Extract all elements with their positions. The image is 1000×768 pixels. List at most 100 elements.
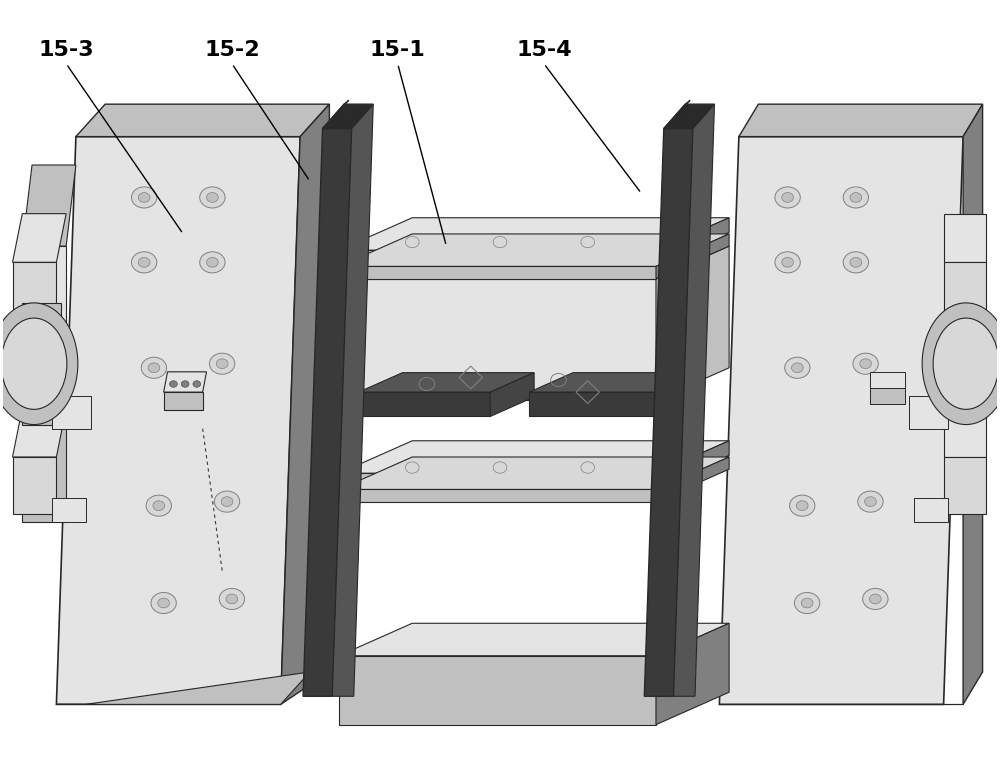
Polygon shape — [339, 441, 729, 473]
Polygon shape — [56, 672, 310, 704]
Circle shape — [207, 193, 218, 202]
Circle shape — [151, 592, 176, 614]
Polygon shape — [870, 388, 905, 404]
Circle shape — [790, 495, 815, 516]
Polygon shape — [164, 392, 203, 410]
Ellipse shape — [1, 318, 67, 409]
Circle shape — [775, 187, 800, 208]
Circle shape — [782, 193, 793, 202]
Circle shape — [207, 257, 218, 267]
Polygon shape — [52, 396, 91, 429]
Polygon shape — [739, 104, 983, 137]
Polygon shape — [914, 498, 948, 522]
Circle shape — [794, 592, 820, 614]
Polygon shape — [22, 246, 66, 409]
Circle shape — [775, 252, 800, 273]
Polygon shape — [281, 104, 329, 704]
Circle shape — [138, 193, 150, 202]
Polygon shape — [529, 372, 700, 392]
Circle shape — [405, 237, 419, 248]
Polygon shape — [490, 372, 534, 416]
Circle shape — [148, 363, 160, 372]
Polygon shape — [13, 214, 66, 263]
Circle shape — [843, 187, 869, 208]
Circle shape — [158, 598, 169, 607]
Circle shape — [138, 257, 150, 267]
Circle shape — [219, 588, 245, 610]
Ellipse shape — [922, 303, 1000, 425]
Circle shape — [221, 497, 233, 506]
Polygon shape — [656, 441, 729, 488]
Polygon shape — [944, 263, 986, 319]
Polygon shape — [339, 250, 656, 265]
Polygon shape — [963, 104, 983, 704]
Polygon shape — [339, 624, 729, 656]
Circle shape — [863, 588, 888, 610]
Circle shape — [200, 187, 225, 208]
Polygon shape — [870, 372, 905, 388]
Polygon shape — [359, 392, 490, 416]
Polygon shape — [339, 656, 656, 725]
Polygon shape — [909, 396, 948, 429]
Polygon shape — [76, 104, 329, 137]
Polygon shape — [13, 263, 56, 319]
Circle shape — [193, 381, 201, 387]
Polygon shape — [22, 409, 66, 522]
Polygon shape — [22, 303, 61, 425]
Polygon shape — [303, 128, 352, 697]
Circle shape — [850, 257, 862, 267]
Polygon shape — [664, 104, 714, 128]
Ellipse shape — [933, 318, 999, 409]
Polygon shape — [339, 279, 656, 400]
Polygon shape — [664, 100, 690, 128]
Circle shape — [865, 497, 876, 506]
Polygon shape — [529, 392, 656, 416]
Circle shape — [131, 187, 157, 208]
Text: 15-4: 15-4 — [516, 40, 572, 60]
Circle shape — [216, 359, 228, 369]
Polygon shape — [339, 473, 656, 488]
Polygon shape — [339, 266, 656, 279]
Polygon shape — [656, 457, 729, 502]
Polygon shape — [52, 498, 86, 522]
Polygon shape — [656, 624, 729, 725]
Circle shape — [785, 357, 810, 379]
Polygon shape — [323, 104, 373, 128]
Polygon shape — [13, 409, 66, 457]
Polygon shape — [656, 246, 729, 400]
Polygon shape — [944, 409, 986, 457]
Circle shape — [581, 462, 595, 473]
Circle shape — [146, 495, 171, 516]
Polygon shape — [13, 457, 56, 514]
Text: 15-1: 15-1 — [370, 40, 426, 60]
Circle shape — [870, 594, 881, 604]
Polygon shape — [332, 104, 373, 697]
Circle shape — [214, 491, 240, 512]
Polygon shape — [339, 234, 729, 266]
Circle shape — [169, 381, 177, 387]
Circle shape — [209, 353, 235, 374]
Polygon shape — [656, 217, 729, 265]
Polygon shape — [644, 128, 693, 697]
Polygon shape — [656, 372, 700, 416]
Circle shape — [860, 359, 871, 369]
Circle shape — [853, 353, 878, 374]
Polygon shape — [944, 457, 986, 514]
Circle shape — [226, 594, 238, 604]
Polygon shape — [164, 372, 207, 392]
Polygon shape — [22, 165, 76, 246]
Polygon shape — [719, 137, 963, 704]
Text: 15-3: 15-3 — [38, 40, 94, 60]
Circle shape — [405, 462, 419, 473]
Polygon shape — [339, 246, 729, 279]
Circle shape — [850, 193, 862, 202]
Polygon shape — [359, 372, 534, 392]
Circle shape — [200, 252, 225, 273]
Circle shape — [843, 252, 869, 273]
Polygon shape — [56, 137, 300, 704]
Polygon shape — [339, 217, 729, 250]
Circle shape — [782, 257, 793, 267]
Polygon shape — [944, 214, 986, 263]
Polygon shape — [339, 489, 656, 502]
Circle shape — [153, 501, 165, 511]
